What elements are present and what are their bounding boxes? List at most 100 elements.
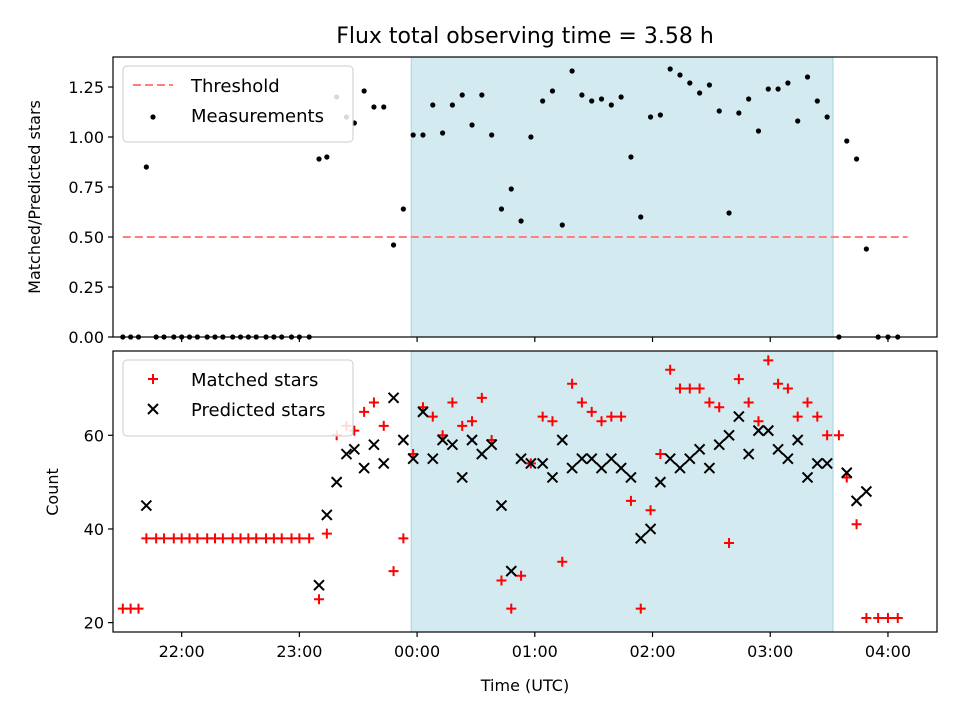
predicted-stars-point [466,434,478,446]
measurement-point [579,92,585,98]
measurement-point [638,214,644,220]
measurement-point [785,80,791,86]
matched-stars-point [596,416,607,427]
predicted-stars-point [625,471,637,484]
matched-stars-point [704,397,715,408]
predicted-stars-point [505,565,517,577]
measurement-point [746,96,752,102]
legend-matched-swatch [148,374,158,384]
measurement-point [589,98,595,104]
predicted-stars-point [446,438,459,451]
matched-stars-point [576,397,587,408]
matched-stars-point [684,383,695,394]
matched-stars-point [368,397,379,408]
matched-stars-point [655,449,666,460]
predicted-stars-point [417,406,429,418]
measurement-point [824,114,830,120]
predicted-stars-point [605,453,618,465]
predicted-stars-point [358,462,370,474]
bottom-y-tick-label: 60 [84,426,104,445]
predicted-stars-point [811,457,824,470]
predicted-stars-point [674,462,686,474]
legend-label: Measurements [191,106,324,127]
predicted-stars-point [860,485,873,498]
matched-stars-point [321,528,332,539]
measurement-point [479,92,485,98]
predicted-stars-point [407,453,419,465]
predicted-stars-point [566,462,578,474]
measurement-point [489,132,495,138]
matched-stars-point [635,603,646,614]
measurement-point [814,98,820,104]
legend-label: Threshold [190,76,280,97]
predicted-stars-point [525,457,537,470]
x-axis-label: Time (UTC) [480,676,569,695]
matched-stars-point [833,430,844,441]
matched-stars-point [822,430,833,441]
measurement-point [508,186,514,192]
matched-stars-point [457,420,468,431]
measurement-point [598,96,605,102]
measurement-point [804,74,811,80]
predicted-stars-point [733,410,745,423]
predicted-stars-point [684,453,696,465]
measurement-point [618,94,624,100]
predicted-stars-point [772,443,784,456]
measurement-point [400,206,406,212]
top-y-tick-label: 0.25 [68,278,104,297]
matched-stars-point [217,533,228,544]
top-axes-frame [112,56,938,338]
matched-stars-point [506,603,517,614]
matched-stars-point [674,383,685,394]
predicted-stars-point [456,471,468,484]
predicted-stars-point [476,448,488,460]
predicted-stars-point [850,495,863,507]
matched-stars-point [802,397,813,408]
matched-stars-point [447,397,458,408]
legend-label: Predicted stars [191,400,325,421]
matched-stars-point [851,519,862,530]
predicted-stars-point [585,453,598,465]
measurement-point [430,102,436,108]
x-tick-label: 22:00 [159,642,205,661]
x-tick-label: 02:00 [629,642,675,661]
measurement-point [449,102,456,108]
measurement-point [371,104,377,110]
predicted-stars-point [576,453,588,465]
predicted-stars-point [654,476,667,488]
bottom-y-tick-label: 20 [84,614,104,633]
measurement-point [420,132,426,138]
matched-stars-point [743,397,754,408]
matched-stars-point [159,533,170,544]
measurement-point [316,156,322,162]
matched-stars-point [714,402,725,413]
predicted-stars-point [742,448,755,460]
predicted-stars-point [387,392,400,404]
matched-stars-point [537,411,548,422]
top-y-axis-label: Matched/Predicted stars [25,100,44,294]
matched-stars-point [516,570,527,581]
predicted-stars-point [693,443,706,456]
measurement-point [716,108,722,114]
measurement-point [528,134,534,140]
matched-stars-point [547,416,558,427]
predicted-stars-point [664,453,676,465]
measurement-point [863,246,869,252]
top-y-tick-label: 0.50 [68,228,104,247]
predicted-stars-point [495,499,508,512]
matched-stars-point [398,533,409,544]
chart-title: Flux total observing time = 3.58 h [336,24,714,49]
matched-stars-point [304,533,315,544]
x-tick-label: 03:00 [747,642,793,661]
matched-stars-point [873,612,884,623]
predicted-stars-point [378,457,390,470]
predicted-stars-point [348,443,361,456]
x-tick-label: 01:00 [512,642,558,661]
measurement-point [795,118,801,124]
measurement-point [726,210,732,216]
measurement-point [677,72,683,78]
x-tick-label: 00:00 [394,642,440,661]
predicted-stars-point [546,471,559,484]
matched-stars-point [892,612,903,623]
